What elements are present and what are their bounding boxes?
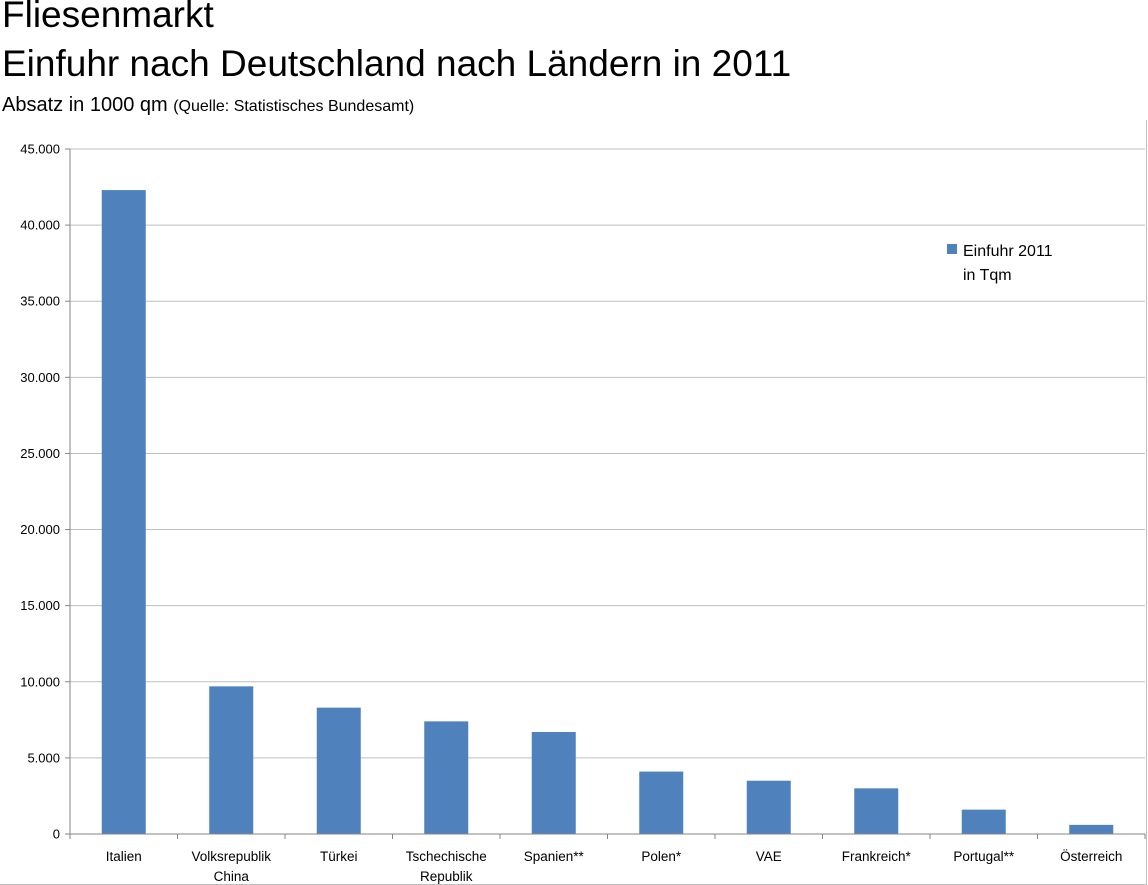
y-tick-label: 15.000 — [20, 598, 60, 613]
y-tick-label: 25.000 — [20, 446, 60, 461]
source-note: (Quelle: Statistisches Bundesamt) — [173, 98, 415, 115]
bar — [316, 707, 361, 834]
bar — [961, 809, 1006, 834]
y-tick-label: 45.000 — [20, 142, 60, 157]
x-tick-label: Tschechische — [406, 849, 487, 864]
bars — [101, 190, 1114, 835]
y-tick-label: 35.000 — [20, 294, 60, 309]
y-tick-label: 20.000 — [20, 522, 60, 537]
bar — [639, 771, 684, 834]
x-tick-label: Frankreich* — [842, 849, 912, 864]
x-axis-labels: Italien Volksrepublik China Türkei Tschechis… — [106, 849, 1123, 884]
x-tick-label: Türkei — [320, 849, 358, 864]
legend: Einfuhr 2011 in Tqm — [947, 243, 1053, 284]
y-tick-label: 40.000 — [20, 218, 60, 233]
bar — [854, 788, 899, 834]
bar — [424, 721, 469, 834]
x-tick-label: Portugal** — [953, 849, 1015, 864]
bar — [746, 780, 791, 834]
x-tick-label: China — [214, 869, 250, 884]
legend-swatch — [947, 244, 957, 254]
gridlines — [70, 148, 1145, 759]
bar — [101, 190, 146, 835]
bar — [209, 686, 254, 834]
x-tick-label: Volksrepublik — [191, 849, 271, 864]
y-tick-label: 0 — [53, 827, 60, 842]
bar — [531, 732, 576, 834]
x-tick-label: Österreich — [1060, 849, 1122, 864]
subtitle-text: Absatz in 1000 qm — [2, 94, 168, 116]
x-tick-label: Polen* — [641, 849, 682, 864]
x-tick-label: Italien — [106, 849, 142, 864]
legend-label: Einfuhr 2011 — [963, 243, 1053, 260]
x-tick-label: Spanien** — [524, 849, 585, 864]
x-tick-label: VAE — [756, 849, 782, 864]
y-tick-label: 5.000 — [27, 750, 60, 765]
chart-title-line-1: Fliesenmarkt — [2, 0, 214, 35]
x-axis — [69, 833, 1146, 839]
y-tick-label: 10.000 — [20, 674, 60, 689]
x-tick-label: Republik — [420, 869, 473, 884]
y-tick-label: 30.000 — [20, 370, 60, 385]
bar — [1069, 824, 1114, 834]
y-axis-ticks: 0 5.000 10.000 15.000 20.000 25.000 30.000 35.0… — [20, 142, 71, 842]
chart-title-line-2: Einfuhr nach Deutschland nach Ländern in… — [2, 43, 792, 84]
chart-subtitle: Absatz in 1000 qm (Quelle: Statistisches… — [2, 94, 414, 117]
legend-label: in Tqm — [963, 267, 1012, 284]
